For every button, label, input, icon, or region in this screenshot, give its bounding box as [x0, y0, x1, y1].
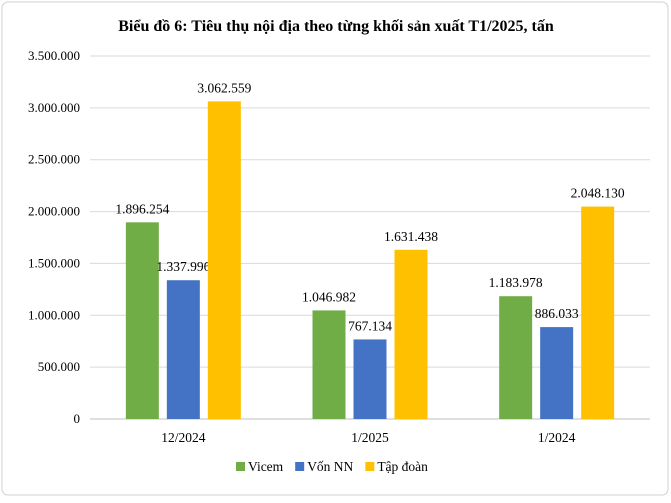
y-tick-label: 500.000: [38, 359, 80, 374]
legend-label: Tập đoàn: [377, 459, 428, 474]
bar-tập-đoàn: [207, 101, 241, 419]
y-tick-label: 1.500.000: [28, 255, 80, 270]
legend-label: Vốn NN: [307, 459, 353, 474]
data-label: 1.337.996: [156, 259, 210, 274]
bar-tập-đoàn: [394, 249, 428, 419]
y-tick-label: 0: [74, 411, 81, 426]
y-tick-label: 2.000.000: [28, 204, 80, 219]
x-tick-label: 1/2025: [351, 430, 389, 445]
bar-vicem: [499, 296, 533, 419]
bar-tập-đoàn: [581, 206, 615, 419]
x-tick-label: 12/2024: [161, 430, 206, 445]
bar-vốn-nn: [166, 280, 200, 419]
data-label: 3.062.559: [197, 80, 251, 95]
legend-label: Vicem: [248, 459, 284, 474]
chart-border: [1, 1, 669, 496]
data-label: 1.631.438: [384, 229, 438, 244]
data-label: 1.183.978: [489, 275, 543, 290]
y-tick-label: 2.500.000: [28, 152, 80, 167]
data-label: 1.046.982: [302, 289, 356, 304]
y-tick-label: 3.500.000: [28, 48, 80, 63]
data-label: 1.896.254: [115, 201, 169, 216]
bar-vốn-nn: [353, 339, 387, 419]
x-tick-label: 1/2024: [538, 430, 576, 445]
bar-vicem: [312, 310, 346, 419]
legend-swatch: [295, 462, 305, 471]
data-label: 2.048.130: [571, 186, 625, 201]
bar-vốn-nn: [540, 327, 574, 419]
data-label: 886.033: [535, 306, 579, 321]
y-tick-label: 1.000.000: [28, 307, 80, 322]
legend-swatch: [236, 462, 245, 471]
bar-vicem: [125, 222, 159, 419]
y-tick-label: 3.000.000: [28, 100, 80, 115]
chart-title: Biểu đồ 6: Tiêu thụ nội địa theo từng kh…: [118, 18, 554, 35]
data-label: 767.134: [348, 318, 392, 333]
legend-swatch: [365, 462, 375, 471]
